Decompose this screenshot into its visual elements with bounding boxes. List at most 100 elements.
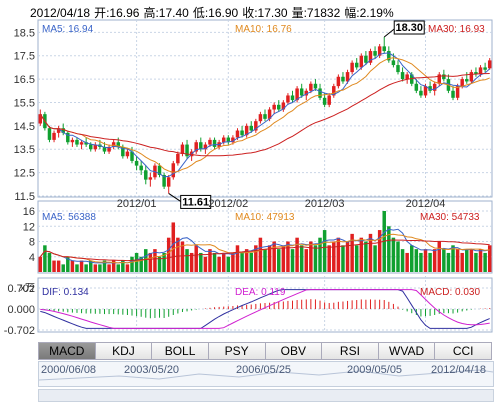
tab-rsi[interactable]: RSI xyxy=(322,342,379,360)
candle-body xyxy=(304,90,309,96)
macd-y-tick-label: 0.000 xyxy=(7,304,35,316)
candle-body xyxy=(166,177,171,187)
candle-body xyxy=(47,128,52,140)
volume-bar xyxy=(474,252,478,272)
candle-body xyxy=(111,142,116,147)
candle-body xyxy=(157,165,162,175)
volume-ma10-label: MA10: 47913 xyxy=(235,212,295,223)
volume-bar xyxy=(391,237,396,272)
candle-body xyxy=(226,137,231,143)
quote-header: 2012/04/18 开:16.96 高:17.40 低:16.90 收:17.30 量:… xyxy=(30,4,398,21)
timeline-scrollbar[interactable] xyxy=(38,389,494,402)
volume-bar xyxy=(171,222,176,272)
volume-bar xyxy=(419,252,423,272)
candle-body xyxy=(332,86,336,96)
volume-bar xyxy=(400,249,405,272)
quote-volume: 量:71832 xyxy=(291,6,341,20)
tab-wvad[interactable]: WVAD xyxy=(378,342,436,360)
volume-bar xyxy=(341,245,345,272)
volume-bar xyxy=(318,237,322,272)
candle-body xyxy=(221,137,226,143)
volume-bar xyxy=(134,252,139,272)
candle-body xyxy=(240,130,244,136)
volume-bar xyxy=(249,252,253,272)
volume-bar xyxy=(345,241,350,272)
candle-body xyxy=(231,137,235,143)
quote-high: 高:17.40 xyxy=(143,6,189,20)
min-callout-box xyxy=(180,194,212,209)
candle-body xyxy=(130,151,134,161)
x-tick-label: 2012/02 xyxy=(208,198,248,210)
candle-body xyxy=(277,104,281,110)
candle-body xyxy=(144,170,148,180)
candle-body xyxy=(465,79,469,82)
x-tick-label: 2012/01 xyxy=(117,198,157,210)
max-callout-text: 18.30 xyxy=(395,22,423,34)
volume-bar xyxy=(144,249,148,272)
tab-psy[interactable]: PSY xyxy=(208,342,266,360)
tab-macd[interactable]: MACD xyxy=(38,342,96,360)
volume-bar xyxy=(263,249,267,272)
volume-bar xyxy=(231,252,235,272)
volume-bar xyxy=(442,249,446,272)
candle-body xyxy=(322,97,327,105)
volume-bar xyxy=(423,249,428,272)
candle-body xyxy=(428,86,432,91)
candle-body xyxy=(194,142,198,152)
volume-bar xyxy=(281,245,286,272)
candle-body xyxy=(84,142,88,145)
volume-bar xyxy=(203,256,208,272)
candle-body xyxy=(469,72,474,82)
volume-bar xyxy=(185,249,189,272)
candle-body xyxy=(483,67,487,70)
candle-body xyxy=(387,51,391,61)
volume-ma30-line xyxy=(39,239,490,262)
tab-cci[interactable]: CCI xyxy=(435,342,492,360)
volume-bar xyxy=(364,241,368,272)
volume-bar xyxy=(157,256,162,272)
candle-body xyxy=(359,55,364,68)
volume-bar xyxy=(368,233,373,272)
price-y-tick-label: 11.5 xyxy=(14,191,35,203)
volume-bar xyxy=(350,233,354,272)
candle-body xyxy=(258,114,263,122)
price-ma5-label: MA5: 16.94 xyxy=(42,24,94,35)
candle-body xyxy=(460,79,464,87)
volume-bar xyxy=(66,256,70,272)
macd-y-tick-label: 0.702 xyxy=(7,283,35,295)
volume-bar xyxy=(176,237,180,272)
tab-obv[interactable]: OBV xyxy=(265,342,323,360)
candle-body xyxy=(61,128,65,133)
price-y-tick-label: 12.5 xyxy=(14,168,35,180)
volume-bar xyxy=(460,252,464,272)
volume-bar xyxy=(290,249,295,272)
candle-body xyxy=(414,83,419,91)
volume-bar xyxy=(446,252,451,272)
quote-low: 低:16.90 xyxy=(192,6,239,20)
candle-body xyxy=(162,174,166,187)
volume-bar xyxy=(189,252,194,272)
panel-frame xyxy=(37,19,493,198)
candle-body xyxy=(345,72,350,82)
volume-bar xyxy=(38,256,43,272)
timeline-date-2: 2003/05/20 xyxy=(124,364,180,376)
tab-kdj[interactable]: KDJ xyxy=(95,342,153,360)
volume-bar xyxy=(309,241,313,272)
timeline-date-5: 2012/04/18 xyxy=(431,364,487,376)
candle-body xyxy=(350,62,354,73)
candle-body xyxy=(263,114,267,119)
candle-body xyxy=(487,60,492,69)
volume-bar xyxy=(483,252,487,272)
volume-bar xyxy=(332,241,336,272)
price-y-tick-label: 14.5 xyxy=(14,121,35,133)
grid-layer xyxy=(37,19,493,333)
candle-body xyxy=(88,144,93,150)
tab-boll[interactable]: BOLL xyxy=(152,342,209,360)
timeline-navigator[interactable]: 2000/06/08 2003/05/20 2006/05/25 2009/05… xyxy=(38,361,494,387)
quote-close: 收:17.30 xyxy=(242,6,288,20)
volume-bar xyxy=(240,252,244,272)
candle-body xyxy=(423,86,428,96)
indicator-tabs: MACD KDJ BOLL PSY OBV RSI WVAD CCI xyxy=(38,342,492,360)
volume-bar xyxy=(359,237,364,272)
